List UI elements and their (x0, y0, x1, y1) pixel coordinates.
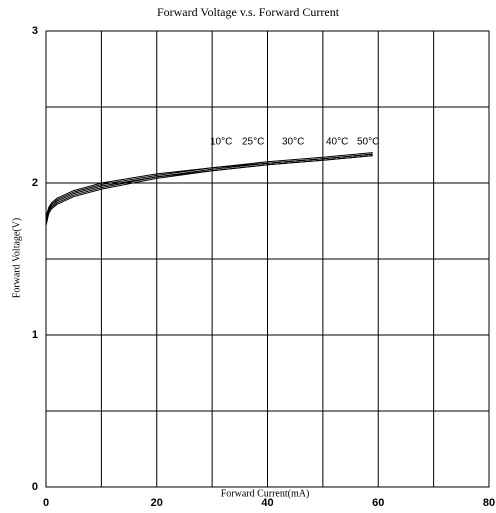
x-tick-label: 40 (261, 497, 273, 509)
series-line (45, 153, 373, 220)
series-label: 30°C (282, 137, 304, 148)
series-label: 10°C (210, 137, 232, 148)
y-tick-label: 2 (32, 177, 38, 189)
x-tick-label: 80 (483, 497, 495, 509)
series-line (45, 152, 373, 217)
series-label: 40°C (326, 137, 348, 148)
x-tick-label: 20 (151, 497, 163, 509)
x-tick-label: 60 (372, 497, 384, 509)
x-axis-label: Forward Current(mA) (221, 488, 310, 499)
series-line (45, 153, 373, 222)
series-line (45, 155, 373, 226)
x-tick-label: 0 (43, 497, 49, 509)
y-axis-label: Forward Voltage(V) (11, 218, 22, 298)
y-tick-label: 3 (32, 25, 38, 37)
series-line (45, 155, 373, 225)
series-label: 50°C (357, 137, 379, 148)
y-tick-label: 1 (32, 329, 38, 341)
chart-title: Forward Voltage v.s. Forward Current (157, 5, 340, 19)
series-label: 25°C (242, 137, 264, 148)
y-tick-label: 0 (32, 481, 38, 493)
